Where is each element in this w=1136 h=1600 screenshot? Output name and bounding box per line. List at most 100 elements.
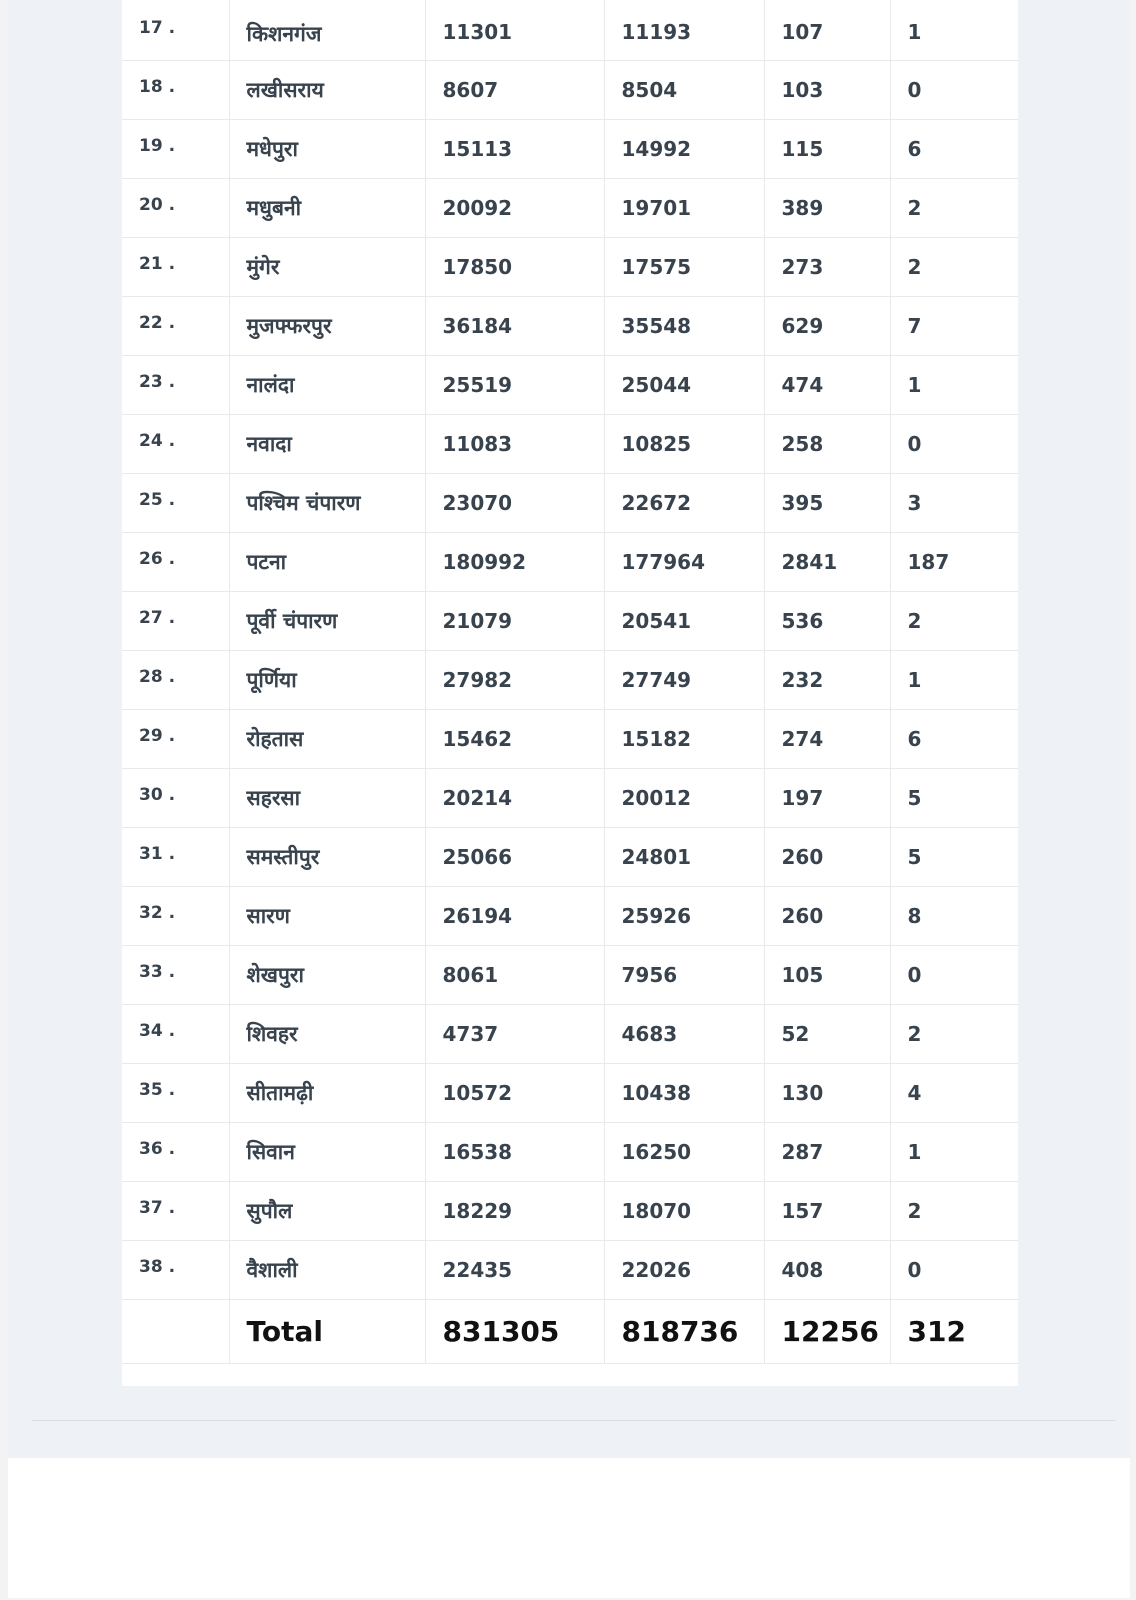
value-cell-3: 2841 bbox=[764, 532, 891, 592]
table-row: 18 . लखीसराय 8607 8504 103 0 bbox=[122, 60, 1018, 120]
table-row: 35 . सीतामढ़ी 10572 10438 130 4 bbox=[122, 1063, 1018, 1123]
value-cell-2: 177964 bbox=[604, 532, 765, 592]
value-cell-4: 0 bbox=[890, 1240, 1018, 1300]
value-cell-1: 8061 bbox=[425, 945, 605, 1005]
value-cell-1: 20214 bbox=[425, 768, 605, 828]
value-cell-4: 0 bbox=[890, 945, 1018, 1005]
value-cell-4: 8 bbox=[890, 886, 1018, 946]
table-row: 24 . नवादा 11083 10825 258 0 bbox=[122, 414, 1018, 474]
district-name-cell: शिवहर bbox=[229, 1004, 426, 1064]
value-cell-4: 0 bbox=[890, 60, 1018, 120]
value-cell-1: 21079 bbox=[425, 591, 605, 651]
value-cell-2: 16250 bbox=[604, 1122, 765, 1182]
serial-number-cell: 18 . bbox=[122, 60, 230, 120]
value-cell-3: 274 bbox=[764, 709, 891, 769]
total-label-cell: Total bbox=[229, 1299, 426, 1364]
table-row: 17 . किशनगंज 11301 11193 107 1 bbox=[122, 0, 1018, 61]
value-cell-2: 18070 bbox=[604, 1181, 765, 1241]
value-cell-3: 107 bbox=[764, 0, 891, 61]
district-name-cell: पश्चिम चंपारण bbox=[229, 473, 426, 533]
table-row: 19 . मधेपुरा 15113 14992 115 6 bbox=[122, 119, 1018, 179]
value-cell-2: 14992 bbox=[604, 119, 765, 179]
value-cell-3: 52 bbox=[764, 1004, 891, 1064]
value-cell-1: 4737 bbox=[425, 1004, 605, 1064]
table-row: 36 . सिवान 16538 16250 287 1 bbox=[122, 1122, 1018, 1182]
district-name-cell: नवादा bbox=[229, 414, 426, 474]
value-cell-3: 389 bbox=[764, 178, 891, 238]
table-row: 20 . मधुबनी 20092 19701 389 2 bbox=[122, 178, 1018, 238]
serial-number-cell: 26 . bbox=[122, 532, 230, 592]
district-name-cell: पूर्णिया bbox=[229, 650, 426, 710]
value-cell-4: 1 bbox=[890, 355, 1018, 415]
value-cell-3: 115 bbox=[764, 119, 891, 179]
page: 17 . किशनगंज 11301 11193 107 1 18 . लखीसराय 8607… bbox=[8, 0, 1130, 1598]
value-cell-3: 130 bbox=[764, 1063, 891, 1123]
value-cell-1: 27982 bbox=[425, 650, 605, 710]
table-row: 34 . शिवहर 4737 4683 52 2 bbox=[122, 1004, 1018, 1064]
value-cell-3: 260 bbox=[764, 827, 891, 887]
table-row: 27 . पूर्वी चंपारण 21079 20541 536 2 bbox=[122, 591, 1018, 651]
value-cell-3: 103 bbox=[764, 60, 891, 120]
table-row: 31 . समस्तीपुर 25066 24801 260 5 bbox=[122, 827, 1018, 887]
value-cell-1: 25519 bbox=[425, 355, 605, 415]
district-table-card: 17 . किशनगंज 11301 11193 107 1 18 . लखीसराय 8607… bbox=[122, 0, 1018, 1386]
serial-number-cell: 20 . bbox=[122, 178, 230, 238]
value-cell-4: 0 bbox=[890, 414, 1018, 474]
value-cell-1: 180992 bbox=[425, 532, 605, 592]
value-cell-1: 11301 bbox=[425, 0, 605, 61]
value-cell-1: 15113 bbox=[425, 119, 605, 179]
value-cell-3: 408 bbox=[764, 1240, 891, 1300]
value-cell-2: 17575 bbox=[604, 237, 765, 297]
total-value-cell-4: 312 bbox=[890, 1299, 1018, 1364]
district-name-cell: नालंदा bbox=[229, 355, 426, 415]
table-row: 38 . वैशाली 22435 22026 408 0 bbox=[122, 1240, 1018, 1300]
value-cell-1: 16538 bbox=[425, 1122, 605, 1182]
value-cell-1: 17850 bbox=[425, 237, 605, 297]
table-row: 26 . पटना 180992 177964 2841 187 bbox=[122, 532, 1018, 592]
value-cell-3: 157 bbox=[764, 1181, 891, 1241]
table-row: 21 . मुंगेर 17850 17575 273 2 bbox=[122, 237, 1018, 297]
value-cell-1: 26194 bbox=[425, 886, 605, 946]
district-name-cell: मुजफ्फरपुर bbox=[229, 296, 426, 356]
table-row: 29 . रोहतास 15462 15182 274 6 bbox=[122, 709, 1018, 769]
value-cell-4: 2 bbox=[890, 178, 1018, 238]
value-cell-2: 7956 bbox=[604, 945, 765, 1005]
district-name-cell: मधुबनी bbox=[229, 178, 426, 238]
value-cell-2: 10438 bbox=[604, 1063, 765, 1123]
district-name-cell: रोहतास bbox=[229, 709, 426, 769]
value-cell-1: 22435 bbox=[425, 1240, 605, 1300]
value-cell-3: 260 bbox=[764, 886, 891, 946]
value-cell-3: 273 bbox=[764, 237, 891, 297]
district-name-cell: पूर्वी चंपारण bbox=[229, 591, 426, 651]
serial-number-cell: 25 . bbox=[122, 473, 230, 533]
value-cell-1: 11083 bbox=[425, 414, 605, 474]
serial-number-cell: 31 . bbox=[122, 827, 230, 887]
value-cell-1: 20092 bbox=[425, 178, 605, 238]
serial-number-cell: 23 . bbox=[122, 355, 230, 415]
value-cell-2: 25044 bbox=[604, 355, 765, 415]
serial-number-cell: 35 . bbox=[122, 1063, 230, 1123]
serial-number-cell: 36 . bbox=[122, 1122, 230, 1182]
value-cell-2: 25926 bbox=[604, 886, 765, 946]
district-name-cell: समस्तीपुर bbox=[229, 827, 426, 887]
value-cell-4: 6 bbox=[890, 119, 1018, 179]
value-cell-2: 24801 bbox=[604, 827, 765, 887]
value-cell-4: 2 bbox=[890, 1004, 1018, 1064]
total-serial-cell bbox=[122, 1299, 230, 1364]
value-cell-3: 536 bbox=[764, 591, 891, 651]
value-cell-2: 22026 bbox=[604, 1240, 765, 1300]
district-name-cell: सारण bbox=[229, 886, 426, 946]
serial-number-cell: 24 . bbox=[122, 414, 230, 474]
serial-number-cell: 27 . bbox=[122, 591, 230, 651]
value-cell-2: 20541 bbox=[604, 591, 765, 651]
serial-number-cell: 21 . bbox=[122, 237, 230, 297]
value-cell-4: 6 bbox=[890, 709, 1018, 769]
value-cell-2: 35548 bbox=[604, 296, 765, 356]
value-cell-2: 10825 bbox=[604, 414, 765, 474]
value-cell-2: 22672 bbox=[604, 473, 765, 533]
value-cell-3: 232 bbox=[764, 650, 891, 710]
serial-number-cell: 29 . bbox=[122, 709, 230, 769]
total-value-cell-1: 831305 bbox=[425, 1299, 605, 1364]
total-value-cell-3: 12256 bbox=[764, 1299, 891, 1364]
value-cell-2: 11193 bbox=[604, 0, 765, 61]
